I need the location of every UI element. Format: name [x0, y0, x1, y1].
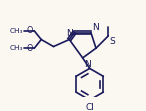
Text: N: N: [92, 23, 99, 32]
Text: S: S: [109, 37, 115, 46]
Text: Cl: Cl: [85, 103, 94, 111]
Text: O: O: [27, 26, 33, 35]
Text: N: N: [84, 60, 91, 69]
Text: CH₃: CH₃: [9, 45, 23, 51]
Text: CH₃: CH₃: [9, 28, 23, 34]
Text: N: N: [66, 29, 73, 38]
Text: O: O: [27, 44, 33, 53]
